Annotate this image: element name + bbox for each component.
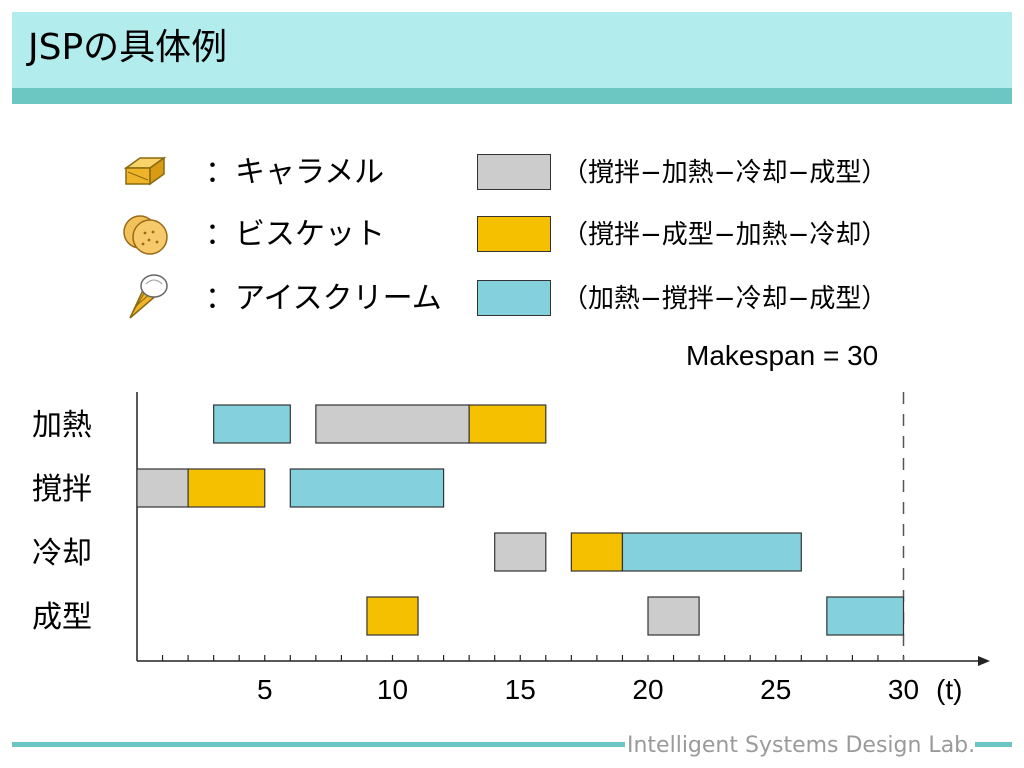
makespan-label: Makespan = 30 — [686, 340, 879, 371]
legend-row-ice-cream: ：アイスクリーム （加熱−撹拌−冷却−成型） — [0, 274, 1024, 326]
gantt-bar — [621, 532, 802, 572]
legend-swatch-biscuit — [477, 216, 551, 252]
x-tick-label: 15 — [504, 674, 536, 705]
machine-label-molding: 成型 — [32, 600, 92, 635]
footer-lab-name: Intelligent Systems Design Lab. — [625, 731, 976, 761]
footer-line — [12, 742, 1012, 747]
gantt-bar — [366, 596, 419, 636]
machine-label-heating: 加熱 — [32, 408, 92, 443]
ice-cream-cone-icon — [126, 272, 170, 326]
gantt-bar — [468, 404, 547, 444]
x-axis-arrow-icon — [978, 656, 990, 666]
legend-sequence-caramel: （撹拌−加熱−冷却−成型） — [562, 158, 888, 188]
x-axis-unit-label: (t) — [936, 674, 963, 705]
legend-sequence-ice-cream: （加熱−撹拌−冷却−成型） — [562, 284, 888, 314]
gantt-bar — [187, 468, 266, 508]
legend-swatch-ice-cream — [477, 280, 551, 316]
title-bar — [12, 12, 1012, 88]
legend-label-ice-cream: ：アイスクリーム — [205, 281, 442, 316]
gantt-bar — [136, 468, 189, 508]
gantt-bar — [494, 532, 547, 572]
gantt-bar — [647, 596, 700, 636]
legend-row-caramel: ：キャラメル （撹拌−加熱−冷却−成型） — [0, 150, 1024, 200]
gantt-bar — [289, 468, 445, 508]
gantt-bar — [826, 596, 905, 636]
biscuit-icon — [121, 212, 171, 262]
machine-label-cooling: 冷却 — [32, 536, 92, 571]
legend-sequence-biscuit: （撹拌−成型−加熱−冷却） — [562, 220, 888, 250]
legend-swatch-caramel — [477, 154, 551, 190]
gantt-bar — [213, 404, 291, 444]
caramel-box-icon — [122, 154, 168, 192]
legend-row-biscuit: ：ビスケット （撹拌−成型−加熱−冷却） — [0, 212, 1024, 262]
x-tick-label: 20 — [632, 674, 664, 705]
machine-label-mixing: 撹拌 — [32, 472, 92, 507]
x-tick-label: 5 — [256, 674, 273, 705]
x-tick-label: 10 — [376, 674, 409, 705]
legend-label-biscuit: ：ビスケット — [205, 217, 385, 252]
gantt-bar — [570, 532, 624, 572]
x-tick-label: 30 — [887, 674, 920, 705]
legend-label-caramel: ：キャラメル — [205, 155, 385, 190]
x-tick-label: 25 — [760, 674, 792, 705]
title-underline — [12, 88, 1012, 104]
gantt-bar — [315, 404, 470, 444]
page-title: JSPの具体例 — [28, 27, 228, 68]
